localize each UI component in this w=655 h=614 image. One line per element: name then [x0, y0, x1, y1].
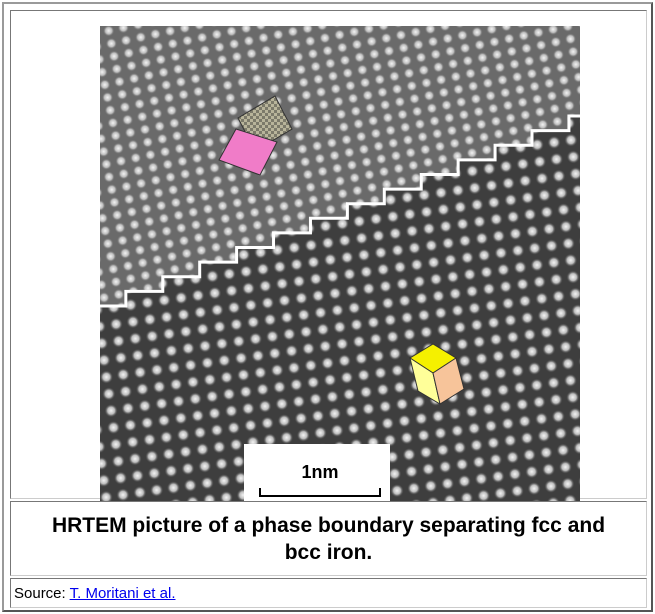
image-cell: 1nm — [10, 10, 647, 499]
source-cell: Source: T. Moritani et al. — [10, 578, 647, 608]
scale-bar: 1nm — [244, 444, 390, 502]
scale-label: 1nm — [301, 462, 338, 482]
caption-cell: HRTEM picture of a phase boundary separa… — [10, 501, 647, 576]
source-link[interactable]: T. Moritani et al. — [70, 585, 176, 602]
caption: HRTEM picture of a phase boundary separa… — [41, 512, 616, 566]
figure-table: 1nm HRTEM picture of a phase boundary se… — [2, 2, 653, 612]
hrtem-image: 1nm — [100, 26, 580, 502]
source-label: Source: — [14, 585, 66, 602]
